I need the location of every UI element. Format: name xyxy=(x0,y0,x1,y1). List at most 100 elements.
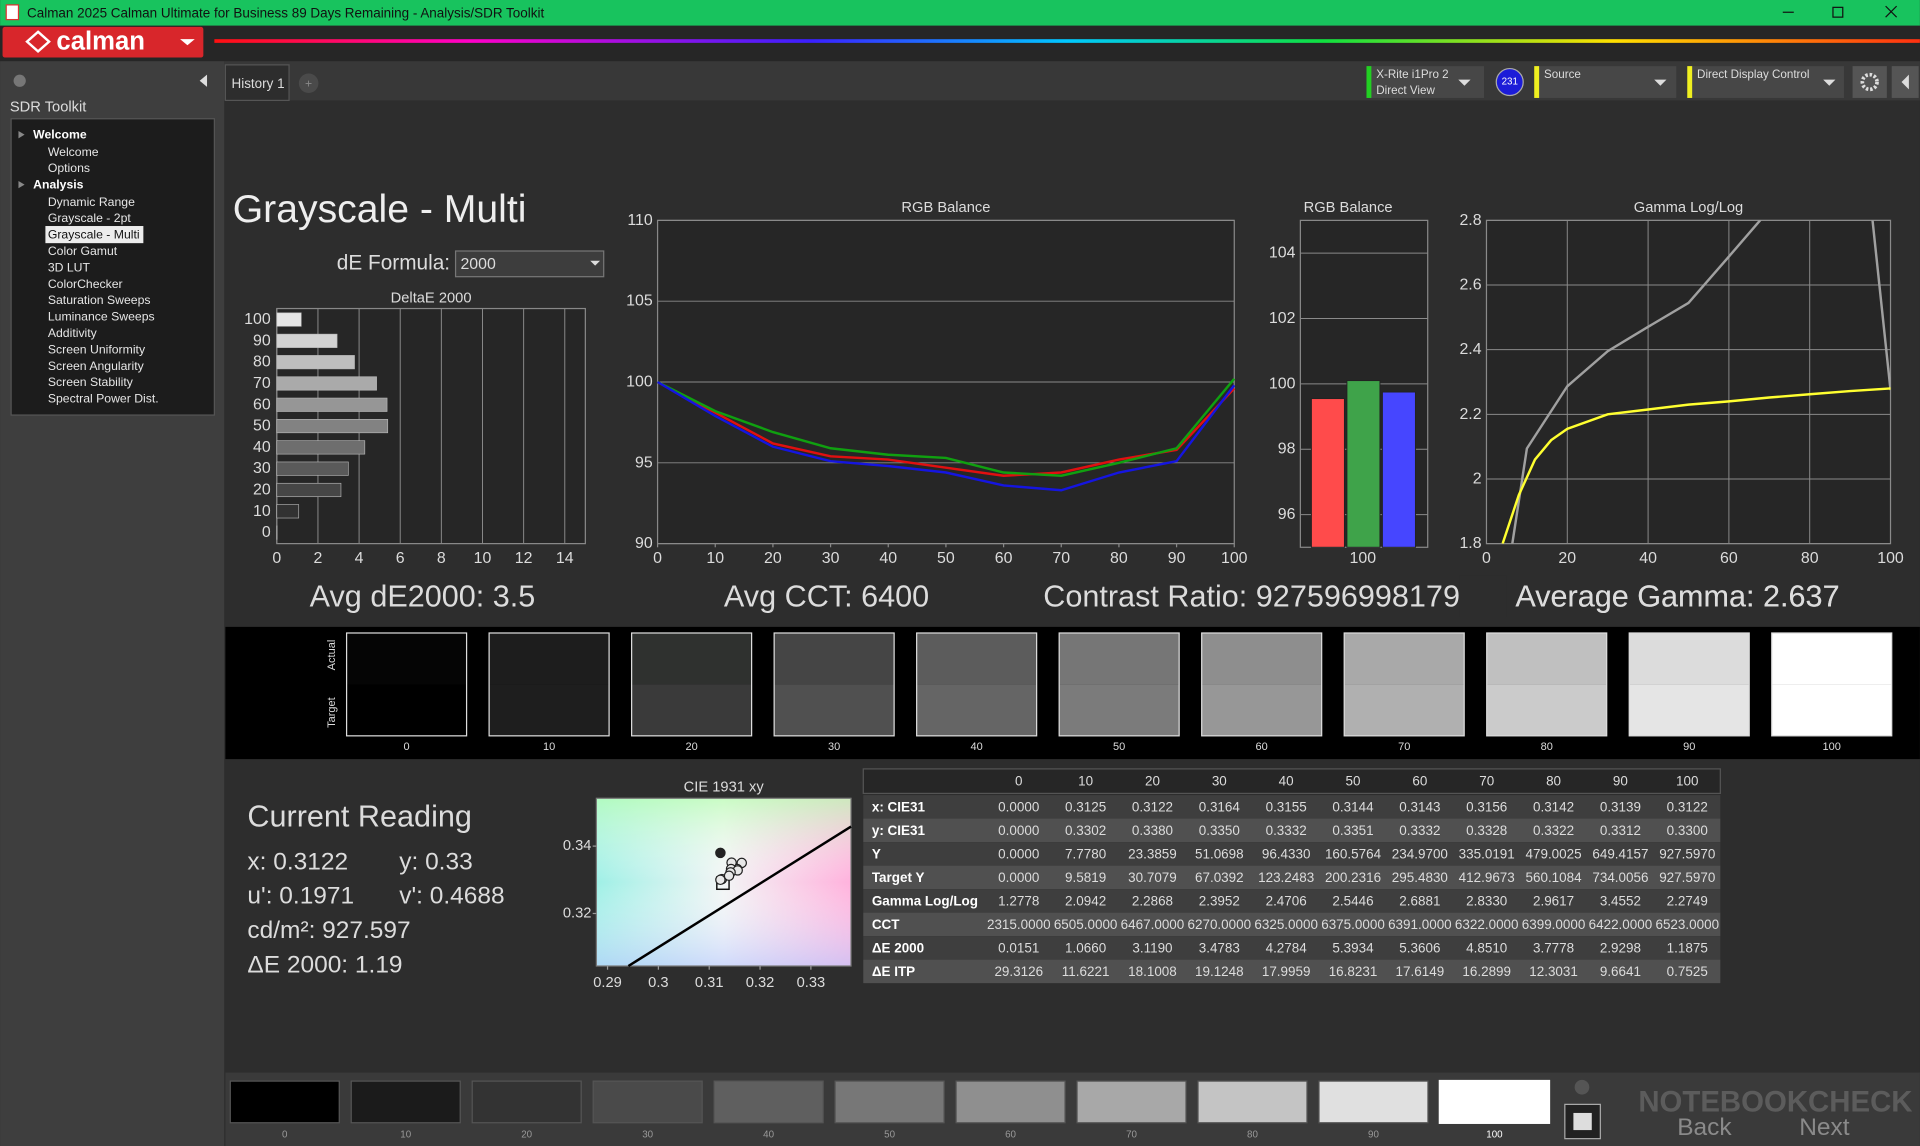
table-cell: 51.0698 xyxy=(1195,846,1244,861)
target-swatch xyxy=(346,684,467,736)
table-cell: 5.3934 xyxy=(1332,940,1374,955)
x-tick-label: 0 xyxy=(1482,550,1491,567)
logo-text: calman xyxy=(56,28,145,56)
table-cell: 0.3332 xyxy=(1266,823,1307,838)
table-cell: 0.3139 xyxy=(1600,799,1641,814)
table-cell: 2.2868 xyxy=(1132,893,1173,908)
swatch-border xyxy=(916,632,1038,737)
tab-label[interactable]: History 1 xyxy=(232,76,285,91)
meter-badge[interactable] xyxy=(1495,67,1524,97)
actual-swatch xyxy=(1201,632,1322,685)
swatch-label: 90 xyxy=(1683,741,1695,753)
series-group xyxy=(1501,220,1891,544)
y-tick-label: 90 xyxy=(253,332,271,349)
tree-item[interactable]: Luminance Sweeps xyxy=(48,310,155,324)
table-cell: 560.1084 xyxy=(1526,870,1583,885)
tree-item[interactable]: ColorChecker xyxy=(48,277,123,291)
actual-swatch xyxy=(631,632,752,685)
summary-stat: Average Gamma: 2.637 xyxy=(1515,579,1839,613)
summary-stat: Avg dE2000: 3.5 xyxy=(310,579,536,613)
footer-swatch-label: 80 xyxy=(1247,1129,1258,1140)
tree-item[interactable]: Saturation Sweeps xyxy=(48,293,151,307)
table-cell: 17.9959 xyxy=(1262,964,1311,979)
swatch-label: 20 xyxy=(685,741,697,753)
table-cell: 0.3122 xyxy=(1667,799,1708,814)
tree-item[interactable]: Grayscale - 2pt xyxy=(48,211,132,225)
table-cell: 29.3126 xyxy=(994,964,1043,979)
row-label: ΔE ITP xyxy=(872,964,915,979)
add-tab[interactable] xyxy=(298,73,319,94)
swatch-label: 50 xyxy=(1113,741,1125,753)
table-cell: 649.4157 xyxy=(1592,846,1648,861)
x-tick-label: 0.3 xyxy=(648,975,668,991)
logo-box[interactable] xyxy=(2,26,204,58)
display-box[interactable] xyxy=(1687,66,1844,98)
tree-item[interactable]: Screen Angularity xyxy=(48,359,145,373)
swatch-label: 40 xyxy=(971,741,983,753)
up-button[interactable] xyxy=(1574,1079,1590,1095)
tree-item[interactable]: Welcome xyxy=(48,145,99,159)
table-cell: 200.2316 xyxy=(1325,870,1381,885)
source-box[interactable] xyxy=(1534,66,1677,98)
footer-swatch[interactable] xyxy=(713,1080,824,1124)
table-cell: 6505.0000 xyxy=(1054,917,1118,932)
y-tick-label: 60 xyxy=(253,396,271,413)
tab[interactable] xyxy=(224,64,290,102)
table-cell: 67.0392 xyxy=(1195,870,1244,885)
display-indicator xyxy=(1687,66,1693,98)
swatch-border xyxy=(1628,632,1750,737)
y-tick-label: 40 xyxy=(253,439,271,456)
sidebar-pin[interactable] xyxy=(13,74,26,87)
x-tick-label: 10 xyxy=(474,550,492,567)
x-tick-label: 40 xyxy=(879,550,897,567)
x-tick-label: 100 xyxy=(1350,550,1377,567)
row-label: Gamma Log/Log xyxy=(872,893,978,908)
sidebar-collapse[interactable] xyxy=(199,74,208,87)
back-button[interactable]: Back xyxy=(1677,1114,1732,1141)
window-controls[interactable] xyxy=(1782,5,1898,18)
footer-swatch[interactable] xyxy=(955,1080,1066,1124)
footer-swatch[interactable] xyxy=(471,1080,582,1124)
tree-toggle[interactable] xyxy=(18,180,25,189)
footer-swatch[interactable] xyxy=(1197,1080,1308,1124)
formula-select[interactable] xyxy=(454,250,605,278)
menu-bar xyxy=(0,25,1920,62)
footer-swatch[interactable] xyxy=(1318,1080,1429,1124)
tree-item[interactable]: Screen Stability xyxy=(48,375,134,389)
footer-swatch[interactable] xyxy=(834,1080,945,1124)
table-row xyxy=(863,936,1721,960)
tree-item[interactable]: Color Gamut xyxy=(48,244,118,258)
tree-toggle[interactable] xyxy=(18,131,25,139)
y-tick-label: 2.2 xyxy=(1459,406,1481,423)
footer-swatch[interactable] xyxy=(1076,1080,1187,1124)
swatch-border xyxy=(1343,632,1465,737)
footer-swatch-label: 30 xyxy=(642,1129,653,1140)
footer-swatch[interactable] xyxy=(350,1080,461,1124)
formula-value[interactable]: 2000 xyxy=(460,256,496,273)
tree-item[interactable]: Additivity xyxy=(48,326,98,340)
tree-item[interactable]: Screen Uniformity xyxy=(48,342,146,356)
row-label: ΔE 2000 xyxy=(872,940,924,955)
tree-item[interactable]: Grayscale - Multi xyxy=(48,228,140,242)
tree-item[interactable]: Options xyxy=(48,161,90,175)
table-cell: 0.3122 xyxy=(1132,799,1173,814)
logo-icon xyxy=(25,30,51,54)
settings-button[interactable] xyxy=(1852,66,1887,98)
footer-swatch[interactable] xyxy=(1438,1079,1551,1124)
next-button[interactable]: Next xyxy=(1799,1114,1850,1141)
tree-item[interactable]: Spectral Power Dist. xyxy=(48,392,159,406)
table-cell: 2315.0000 xyxy=(987,917,1051,932)
tree-item[interactable]: Dynamic Range xyxy=(48,195,135,209)
table-row xyxy=(863,795,1721,819)
footer-swatch[interactable] xyxy=(592,1080,703,1124)
table-cell: 18.1008 xyxy=(1128,964,1177,979)
footer-swatch[interactable] xyxy=(229,1080,340,1124)
x-tick-label: 20 xyxy=(1558,550,1576,567)
target-swatch xyxy=(631,684,752,736)
tree-item[interactable]: 3D LUT xyxy=(48,260,91,274)
tree-group: Analysis xyxy=(33,178,84,192)
table-row xyxy=(863,818,1721,843)
row-label: Y xyxy=(872,846,881,861)
swatch-border xyxy=(1201,632,1323,737)
table-cell: 6391.0000 xyxy=(1388,917,1452,932)
